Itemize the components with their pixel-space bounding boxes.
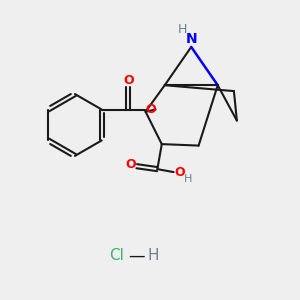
Text: N: N: [185, 32, 197, 46]
Text: H: H: [147, 248, 159, 263]
Text: O: O: [125, 158, 136, 171]
Text: H: H: [178, 23, 187, 36]
Text: H: H: [184, 174, 192, 184]
Text: O: O: [174, 166, 185, 178]
Text: O: O: [123, 74, 134, 88]
Text: O: O: [145, 103, 156, 116]
Text: —: —: [128, 247, 145, 265]
Text: Cl: Cl: [109, 248, 124, 263]
